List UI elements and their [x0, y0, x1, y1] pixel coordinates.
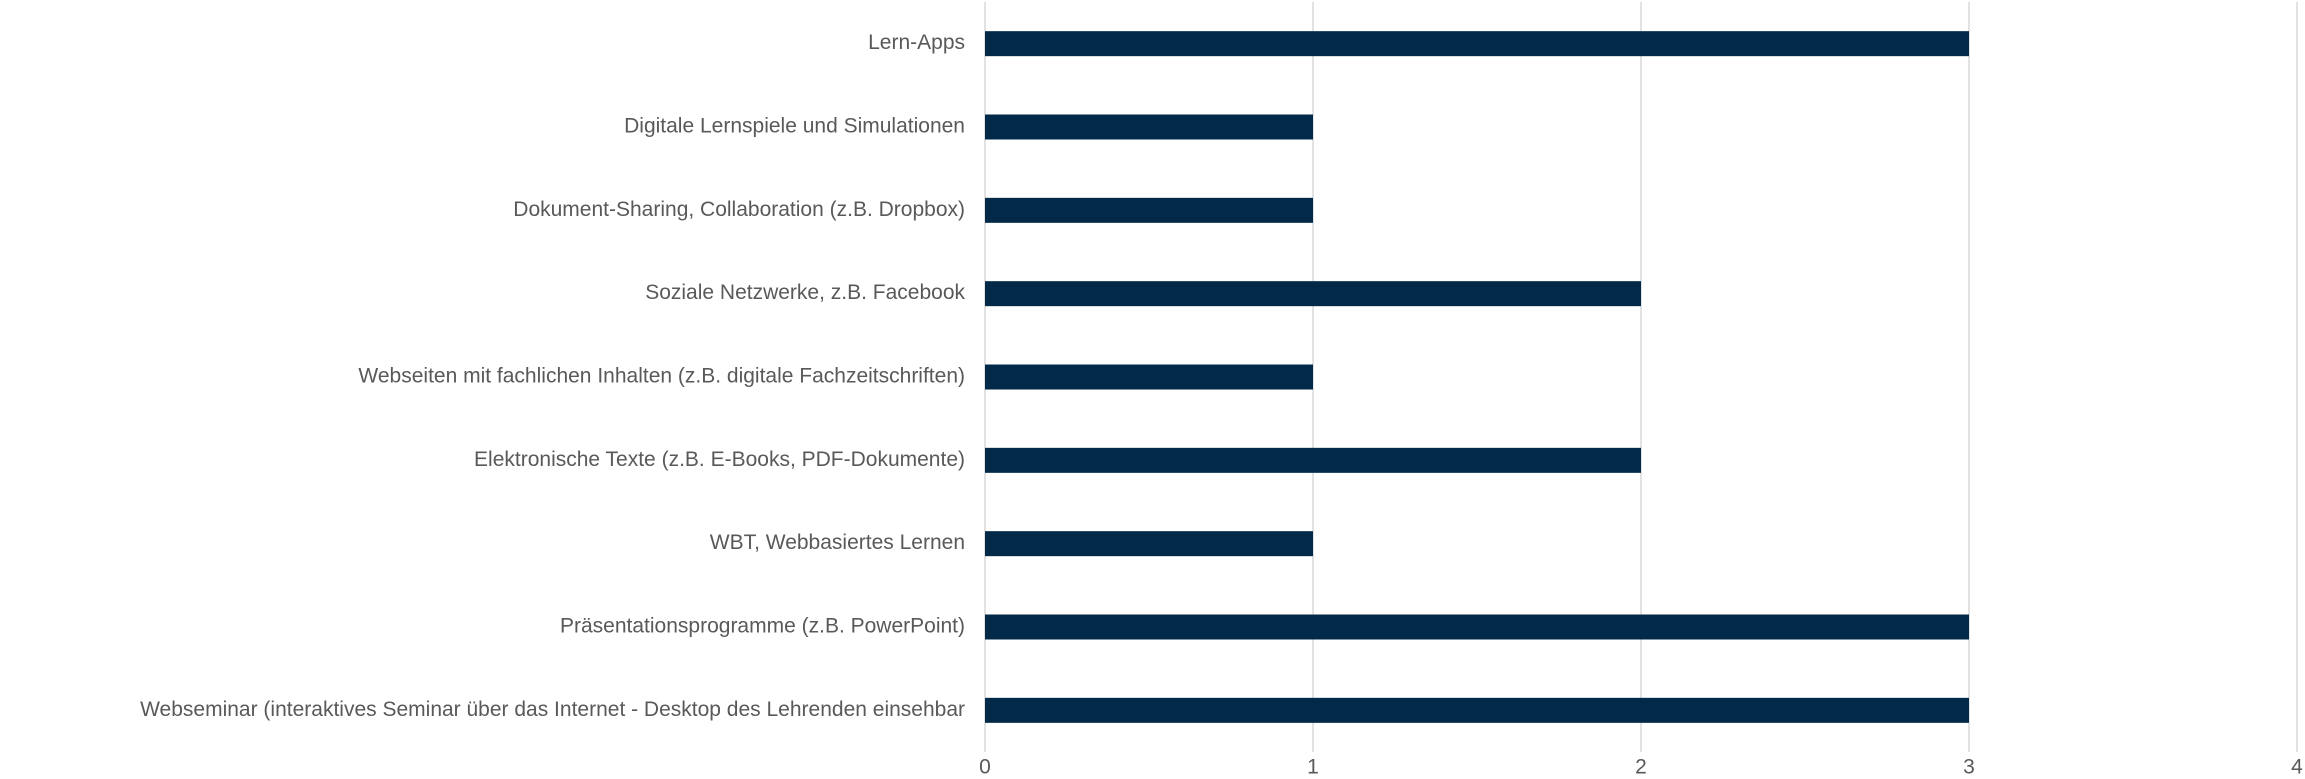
bar — [985, 614, 1969, 640]
bar — [985, 447, 1641, 473]
x-tick-label: 1 — [1307, 756, 1319, 779]
y-tick-label: Digitale Lernspiele und Simulationen — [624, 115, 965, 138]
y-tick-label: Webseiten mit fachlichen Inhalten (z.B. … — [358, 365, 965, 388]
y-tick-label: Soziale Netzwerke, z.B. Facebook — [645, 281, 965, 304]
bar — [985, 531, 1313, 557]
y-tick-label: Webseminar (interaktives Seminar über da… — [140, 698, 965, 721]
bar — [985, 197, 1313, 223]
y-tick-label: Präsentationsprogramme (z.B. PowerPoint) — [560, 615, 965, 638]
y-tick-label: Dokument-Sharing, Collaboration (z.B. Dr… — [513, 198, 965, 221]
bar — [985, 31, 1969, 57]
bar — [985, 364, 1313, 390]
x-tick-label: 4 — [2291, 756, 2303, 779]
bar — [985, 697, 1969, 723]
bar — [985, 281, 1641, 307]
y-tick-label: Elektronische Texte (z.B. E-Books, PDF-D… — [474, 448, 965, 471]
bar — [985, 114, 1313, 140]
x-tick-label: 2 — [1635, 756, 1647, 779]
y-tick-label: WBT, Webbasiertes Lernen — [710, 531, 965, 554]
y-tick-label: Lern-Apps — [868, 31, 965, 54]
x-tick-label: 3 — [1963, 756, 1975, 779]
x-tick-label: 0 — [979, 756, 991, 779]
